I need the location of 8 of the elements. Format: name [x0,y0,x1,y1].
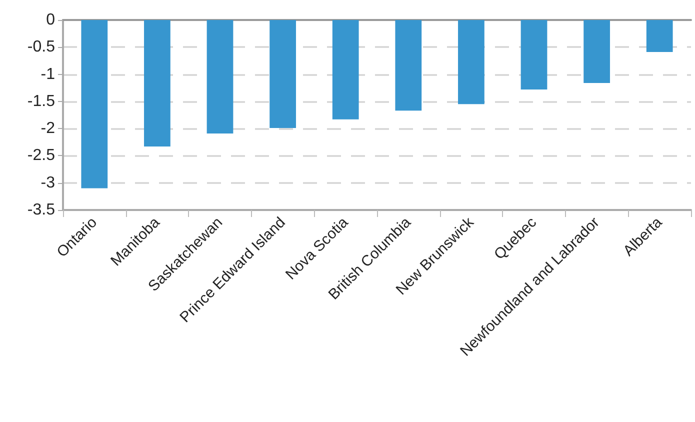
y-tick-label: -3.5 [27,202,56,218]
y-tick-label: -1.5 [27,92,56,110]
y-tick-label: 0 [46,12,56,28]
y-tick-label: -1 [40,66,56,83]
y-tick-label: -2 [40,120,56,138]
y-tick-label: -2.5 [27,147,56,164]
y-tick-label: -3 [40,174,56,192]
y-tick-label: -0.5 [27,38,56,56]
